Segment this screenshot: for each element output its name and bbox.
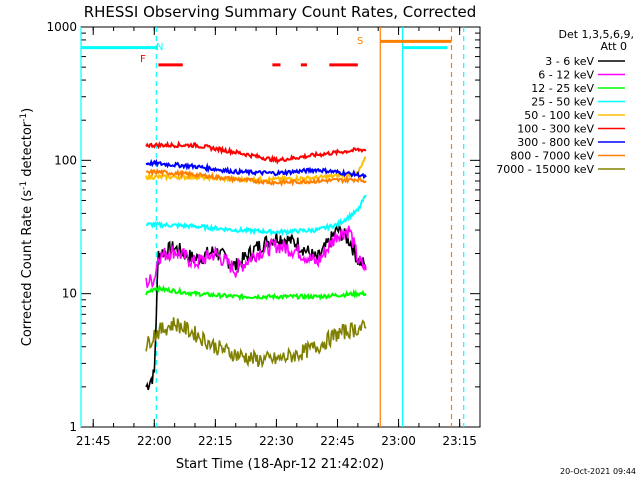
series-line-6 [145,158,367,180]
x-axis-label: Start Time (18-Apr-12 21:42:02) [176,457,384,472]
legend-label: 25 - 50 keV [531,96,594,109]
legend-label: 7000 - 15000 keV [496,163,594,176]
x-axis-ticks: 21:45 22:00 22:15 22:30 22:45 23:00 23:15 [76,27,481,448]
y-axis-label-sup1: -1 [19,181,29,190]
x-tick-label: 22:30 [259,434,294,448]
x-tick-label: 22:15 [198,434,233,448]
legend-label: 300 - 800 keV [517,136,594,149]
chart-title: RHESSI Observing Summary Count Rates, Co… [84,3,477,21]
flag-s-label: S [357,36,363,47]
timestamp: 20-Oct-2021 09:44 [560,467,636,476]
x-tick-label: 21:45 [76,434,111,448]
x-tick-label: 23:00 [381,434,416,448]
vertical-markers [80,27,465,427]
y-axis-label: Corrected Count Rate (s-1 detector-1) [19,108,35,346]
legend-header-2: Att 0 [601,40,627,53]
flag-n-label: N [156,42,163,53]
legend-label: 6 - 12 keV [538,69,594,82]
y-axis-label-end: ) [20,108,35,113]
series-line-7 [145,167,367,187]
x-tick-label: 22:00 [137,434,172,448]
series-line-1 [145,225,367,289]
legend-label: 12 - 25 keV [531,82,594,95]
series-line-2 [145,284,367,302]
x-tick-label: 22:45 [320,434,355,448]
x-tick-label: 23:15 [442,434,477,448]
series-line-4 [145,156,367,184]
y-axis-label-sup2: -1 [19,113,29,122]
y-tick-label: 1000 [46,20,77,34]
flag-f-label: F [140,54,146,65]
y-axis-label-mid: detector [20,121,35,181]
y-tick-label: 10 [62,287,77,301]
series-line-8 [145,317,367,369]
y-tick-label: 1 [69,420,77,434]
plot-area: 21:45 22:00 22:15 22:30 22:45 23:00 23:15 1101… [46,20,481,448]
legend-header-1: Det 1,3,5,6,9, [558,28,634,41]
status-bars [81,39,452,67]
legend-label: 100 - 300 keV [517,123,594,136]
series-line-3 [145,194,367,237]
y-tick-label: 100 [54,153,77,167]
series-line-5 [145,140,367,165]
series-lines [145,140,367,391]
legend-label: 3 - 6 keV [545,55,594,68]
y-axis-label-main: Corrected Count Rate (s [20,190,35,347]
legend-label: 50 - 100 keV [524,109,594,122]
legend-label: 800 - 7000 keV [510,150,594,163]
y-axis-ticks: 1 10 100 1000 [46,20,480,434]
plot-frame [80,26,481,428]
